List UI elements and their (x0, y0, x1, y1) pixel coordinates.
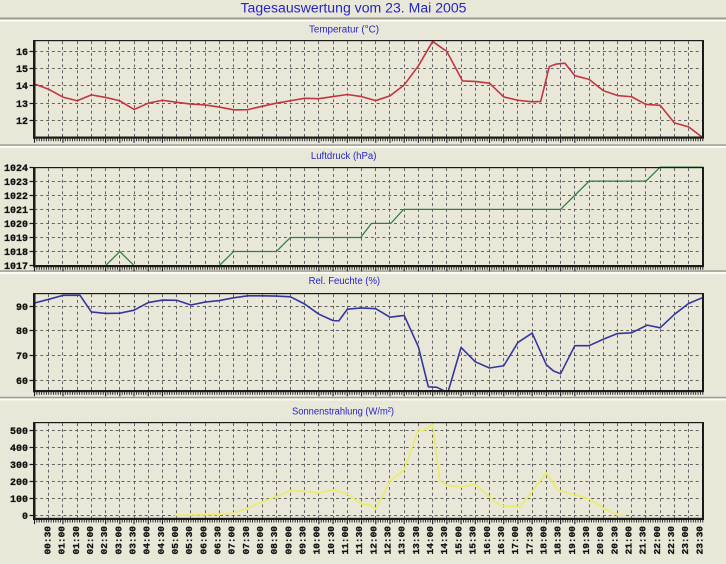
svg-text:19:30: 19:30 (581, 526, 592, 555)
svg-text:04:30: 04:30 (156, 526, 167, 555)
svg-text:300: 300 (10, 461, 28, 472)
svg-text:14: 14 (16, 82, 28, 93)
svg-text:00:30: 00:30 (42, 526, 53, 555)
svg-text:90: 90 (16, 303, 28, 314)
svg-text:03:00: 03:00 (113, 526, 124, 555)
svg-text:14:30: 14:30 (439, 526, 450, 555)
svg-text:Temperatur (°C): Temperatur (°C) (309, 24, 379, 35)
svg-text:16:30: 16:30 (496, 526, 507, 555)
svg-text:22:00: 22:00 (652, 526, 663, 555)
svg-text:09:30: 09:30 (298, 526, 309, 555)
svg-text:12:00: 12:00 (368, 526, 379, 555)
svg-text:13:30: 13:30 (411, 526, 422, 555)
svg-text:21:00: 21:00 (623, 526, 634, 555)
svg-text:10:00: 10:00 (312, 526, 323, 555)
svg-text:20:30: 20:30 (609, 526, 620, 555)
svg-text:19:00: 19:00 (567, 526, 578, 555)
svg-text:08:00: 08:00 (255, 526, 266, 555)
svg-text:22:30: 22:30 (666, 526, 677, 555)
svg-text:1022: 1022 (4, 192, 28, 203)
svg-text:06:00: 06:00 (198, 526, 209, 555)
svg-text:1023: 1023 (4, 178, 28, 189)
svg-text:20:00: 20:00 (595, 526, 606, 555)
svg-text:16: 16 (16, 48, 28, 59)
svg-text:11:00: 11:00 (340, 526, 351, 555)
svg-text:17:30: 17:30 (524, 526, 535, 555)
svg-text:100: 100 (10, 495, 28, 506)
svg-text:09:00: 09:00 (283, 526, 294, 555)
svg-text:08:30: 08:30 (269, 526, 280, 555)
svg-text:Rel. Feuchte (%): Rel. Feuchte (%) (309, 276, 381, 287)
svg-text:12:30: 12:30 (383, 526, 394, 555)
svg-text:18:00: 18:00 (538, 526, 549, 555)
svg-text:04:00: 04:00 (142, 526, 153, 555)
svg-text:0: 0 (22, 512, 28, 523)
svg-text:23:30: 23:30 (694, 526, 705, 555)
svg-text:1019: 1019 (4, 234, 28, 245)
svg-text:1021: 1021 (4, 206, 28, 217)
svg-text:11:30: 11:30 (354, 526, 365, 555)
svg-text:15: 15 (16, 65, 28, 76)
svg-text:21:30: 21:30 (638, 526, 649, 555)
svg-text:15:00: 15:00 (453, 526, 464, 555)
svg-text:13:00: 13:00 (397, 526, 408, 555)
svg-text:1020: 1020 (4, 220, 28, 231)
svg-text:12: 12 (16, 117, 28, 128)
svg-text:07:00: 07:00 (227, 526, 238, 555)
svg-text:80: 80 (16, 327, 28, 338)
svg-text:60: 60 (16, 377, 28, 388)
svg-text:02:30: 02:30 (99, 526, 110, 555)
svg-text:1024: 1024 (4, 164, 28, 175)
svg-text:1018: 1018 (4, 248, 28, 259)
svg-text:70: 70 (16, 352, 28, 363)
svg-text:200: 200 (10, 478, 28, 489)
svg-text:15:30: 15:30 (468, 526, 479, 555)
svg-text:Sonnenstrahlung (W/m²): Sonnenstrahlung (W/m²) (292, 407, 394, 418)
svg-text:18:30: 18:30 (553, 526, 564, 555)
svg-text:23:00: 23:00 (680, 526, 691, 555)
svg-text:500: 500 (10, 427, 28, 438)
svg-text:16:00: 16:00 (482, 526, 493, 555)
svg-text:01:30: 01:30 (71, 526, 82, 555)
svg-text:17:00: 17:00 (510, 526, 521, 555)
svg-text:13: 13 (16, 100, 28, 111)
svg-text:10:30: 10:30 (326, 526, 337, 555)
svg-text:06:30: 06:30 (212, 526, 223, 555)
svg-text:Luftdruck (hPa): Luftdruck (hPa) (311, 151, 377, 162)
svg-text:03:30: 03:30 (127, 526, 138, 555)
svg-text:Tagesauswertung vom 23. Mai 20: Tagesauswertung vom 23. Mai 2005 (241, 1, 467, 16)
svg-text:07:30: 07:30 (241, 526, 252, 555)
svg-text:05:00: 05:00 (170, 526, 181, 555)
svg-text:1017: 1017 (4, 262, 28, 273)
svg-text:05:30: 05:30 (184, 526, 195, 555)
svg-text:01:00: 01:00 (57, 526, 68, 555)
svg-text:02:00: 02:00 (85, 526, 96, 555)
svg-text:400: 400 (10, 444, 28, 455)
svg-text:14:00: 14:00 (425, 526, 436, 555)
